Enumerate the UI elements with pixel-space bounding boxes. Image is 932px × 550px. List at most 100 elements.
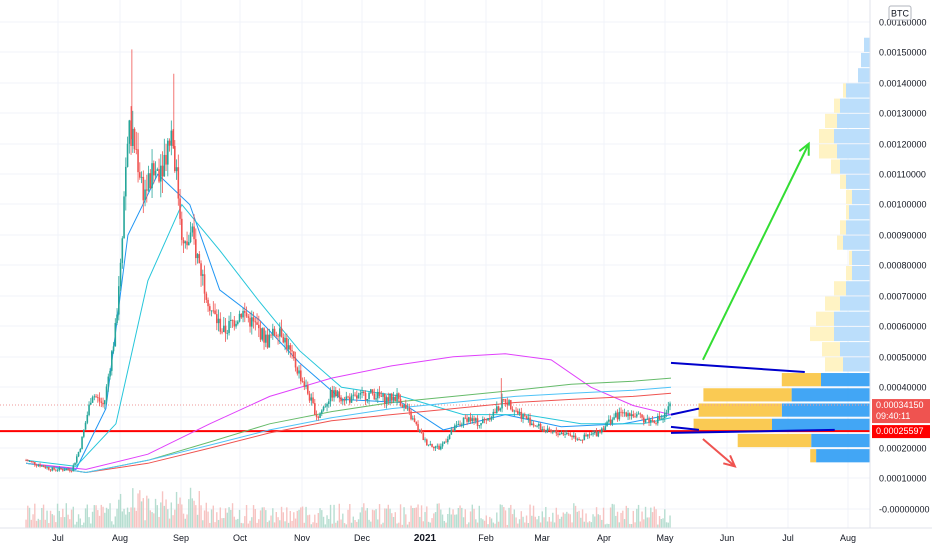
profile-bar-buy	[843, 235, 870, 250]
candle-body	[657, 415, 659, 424]
candle-body	[525, 415, 528, 420]
candle-body	[228, 320, 230, 333]
volume-bar	[490, 518, 493, 528]
candle-body	[90, 402, 92, 405]
volume-bar	[420, 505, 423, 528]
candle-body	[88, 404, 90, 415]
y-tick-label: 0.00110000	[879, 170, 926, 180]
candle-body	[510, 400, 512, 410]
candle-body	[475, 418, 477, 421]
volume-bar	[184, 518, 187, 528]
currency-badge[interactable]: BTC	[888, 5, 912, 21]
volume-bar	[207, 511, 209, 528]
x-tick-label: Feb	[478, 533, 494, 543]
volume-bar	[154, 498, 157, 528]
candle-body	[487, 418, 489, 421]
volume-bar	[310, 524, 313, 528]
volume-bar	[539, 522, 542, 528]
candle-body	[613, 417, 615, 420]
candle-body	[448, 434, 451, 440]
candle-body	[630, 414, 633, 417]
candle-body	[349, 397, 351, 403]
candle-body	[317, 416, 320, 418]
volume-bar	[370, 521, 372, 528]
volume-bar	[422, 521, 425, 528]
volume-bar	[573, 503, 575, 528]
candle-body	[410, 411, 412, 420]
x-tick-label: Sep	[173, 533, 189, 543]
volume-bar	[165, 499, 167, 528]
candle-body	[597, 431, 600, 437]
volume-bar	[322, 516, 325, 528]
volume-bar	[167, 509, 169, 528]
volume-bar	[496, 512, 498, 528]
candle-body	[128, 120, 131, 144]
candle-body	[480, 423, 482, 426]
x-tick-label: Jul	[52, 533, 64, 543]
volume-bar	[56, 503, 59, 528]
candle-body	[147, 173, 150, 191]
volume-bar	[412, 507, 414, 528]
volume-bar	[342, 513, 344, 528]
candle-body	[35, 464, 38, 466]
candle-body	[175, 167, 178, 172]
candle-body	[515, 410, 517, 412]
candle-body	[662, 418, 664, 419]
candle-body	[555, 430, 558, 434]
candles	[25, 49, 671, 473]
candle-body	[513, 410, 516, 412]
candle-body	[144, 189, 146, 201]
currency-label: BTC	[891, 9, 910, 19]
candle-body	[476, 418, 479, 426]
candle-body	[188, 242, 190, 246]
candle-body	[49, 469, 52, 471]
candle-body	[223, 325, 225, 333]
volume-bar	[119, 493, 122, 528]
volume-bar	[135, 510, 138, 528]
candle-body	[249, 317, 251, 327]
candle-body	[345, 396, 348, 401]
volume-bar	[455, 514, 458, 528]
time-axis[interactable]: Jul Aug Sep Oct Nov Dec 2021 Feb Mar Apr May Jun Jul…	[0, 527, 932, 544]
candle-body	[471, 418, 474, 422]
candle-body	[282, 336, 285, 343]
x-tick-label: Jun	[720, 533, 735, 543]
volume-bar	[609, 507, 612, 528]
candle-body	[534, 425, 537, 427]
candle-body	[314, 403, 316, 415]
candle-body	[342, 400, 344, 402]
candle-body	[538, 423, 540, 426]
profile-bar-buy	[837, 144, 870, 159]
candle-body	[256, 322, 258, 325]
candle-body	[571, 435, 573, 437]
volume-bar	[377, 519, 379, 528]
candle-body	[254, 321, 257, 323]
volume-bar	[93, 505, 96, 528]
candle-body	[62, 469, 64, 471]
candle-body	[368, 392, 370, 399]
profile-bar-buy	[791, 388, 870, 402]
candle-body	[378, 391, 381, 396]
candle-body	[483, 418, 486, 420]
candle-body	[219, 318, 222, 332]
volume-bar	[121, 511, 124, 528]
candle-body	[273, 328, 276, 336]
arrow-line	[702, 143, 810, 361]
candle-body	[280, 328, 283, 337]
candle-body	[259, 328, 262, 340]
volume-bar	[401, 524, 404, 528]
volume-bar	[361, 507, 363, 528]
volume-bar	[452, 509, 454, 528]
volume-bar	[385, 508, 388, 528]
y-tick-label: 0.00130000	[879, 109, 927, 119]
volume-bar	[396, 523, 398, 528]
y-tick-label: 0.00080000	[879, 261, 927, 271]
volume-bar	[125, 514, 127, 528]
candle-body	[643, 417, 645, 423]
candle-body	[616, 412, 619, 420]
volume-bar	[394, 512, 397, 528]
candle-body	[46, 467, 48, 469]
volume-bar	[210, 509, 213, 528]
candle-body	[466, 418, 468, 422]
volume-bar	[280, 506, 283, 528]
